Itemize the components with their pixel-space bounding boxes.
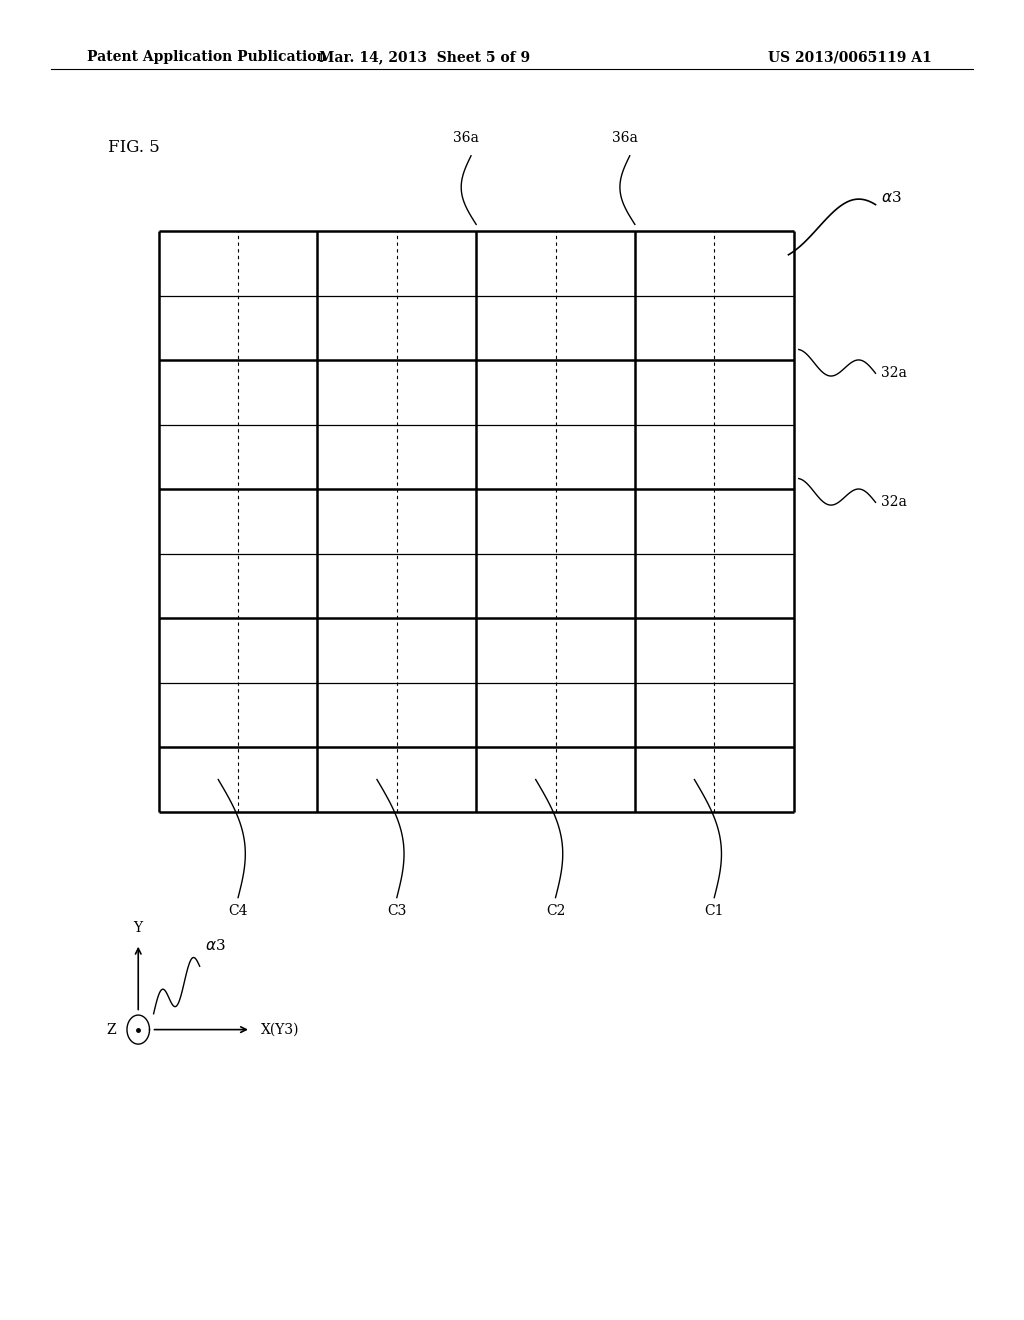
Text: US 2013/0065119 A1: US 2013/0065119 A1 bbox=[768, 50, 932, 65]
Text: 32a: 32a bbox=[881, 366, 906, 380]
Text: Mar. 14, 2013  Sheet 5 of 9: Mar. 14, 2013 Sheet 5 of 9 bbox=[319, 50, 530, 65]
Text: C1: C1 bbox=[705, 904, 724, 919]
Text: $\alpha$3: $\alpha$3 bbox=[881, 190, 901, 206]
Text: C2: C2 bbox=[546, 904, 565, 919]
Text: 36a: 36a bbox=[611, 131, 638, 145]
Text: C4: C4 bbox=[228, 904, 248, 919]
Text: C3: C3 bbox=[387, 904, 407, 919]
Text: Patent Application Publication: Patent Application Publication bbox=[87, 50, 327, 65]
Text: FIG. 5: FIG. 5 bbox=[108, 139, 160, 156]
Text: 32a: 32a bbox=[881, 495, 906, 510]
Text: $\alpha$3: $\alpha$3 bbox=[205, 939, 225, 953]
Text: Z: Z bbox=[106, 1023, 116, 1036]
Text: Y: Y bbox=[134, 920, 142, 935]
Text: 36a: 36a bbox=[453, 131, 479, 145]
Text: X(Y3): X(Y3) bbox=[261, 1023, 300, 1036]
